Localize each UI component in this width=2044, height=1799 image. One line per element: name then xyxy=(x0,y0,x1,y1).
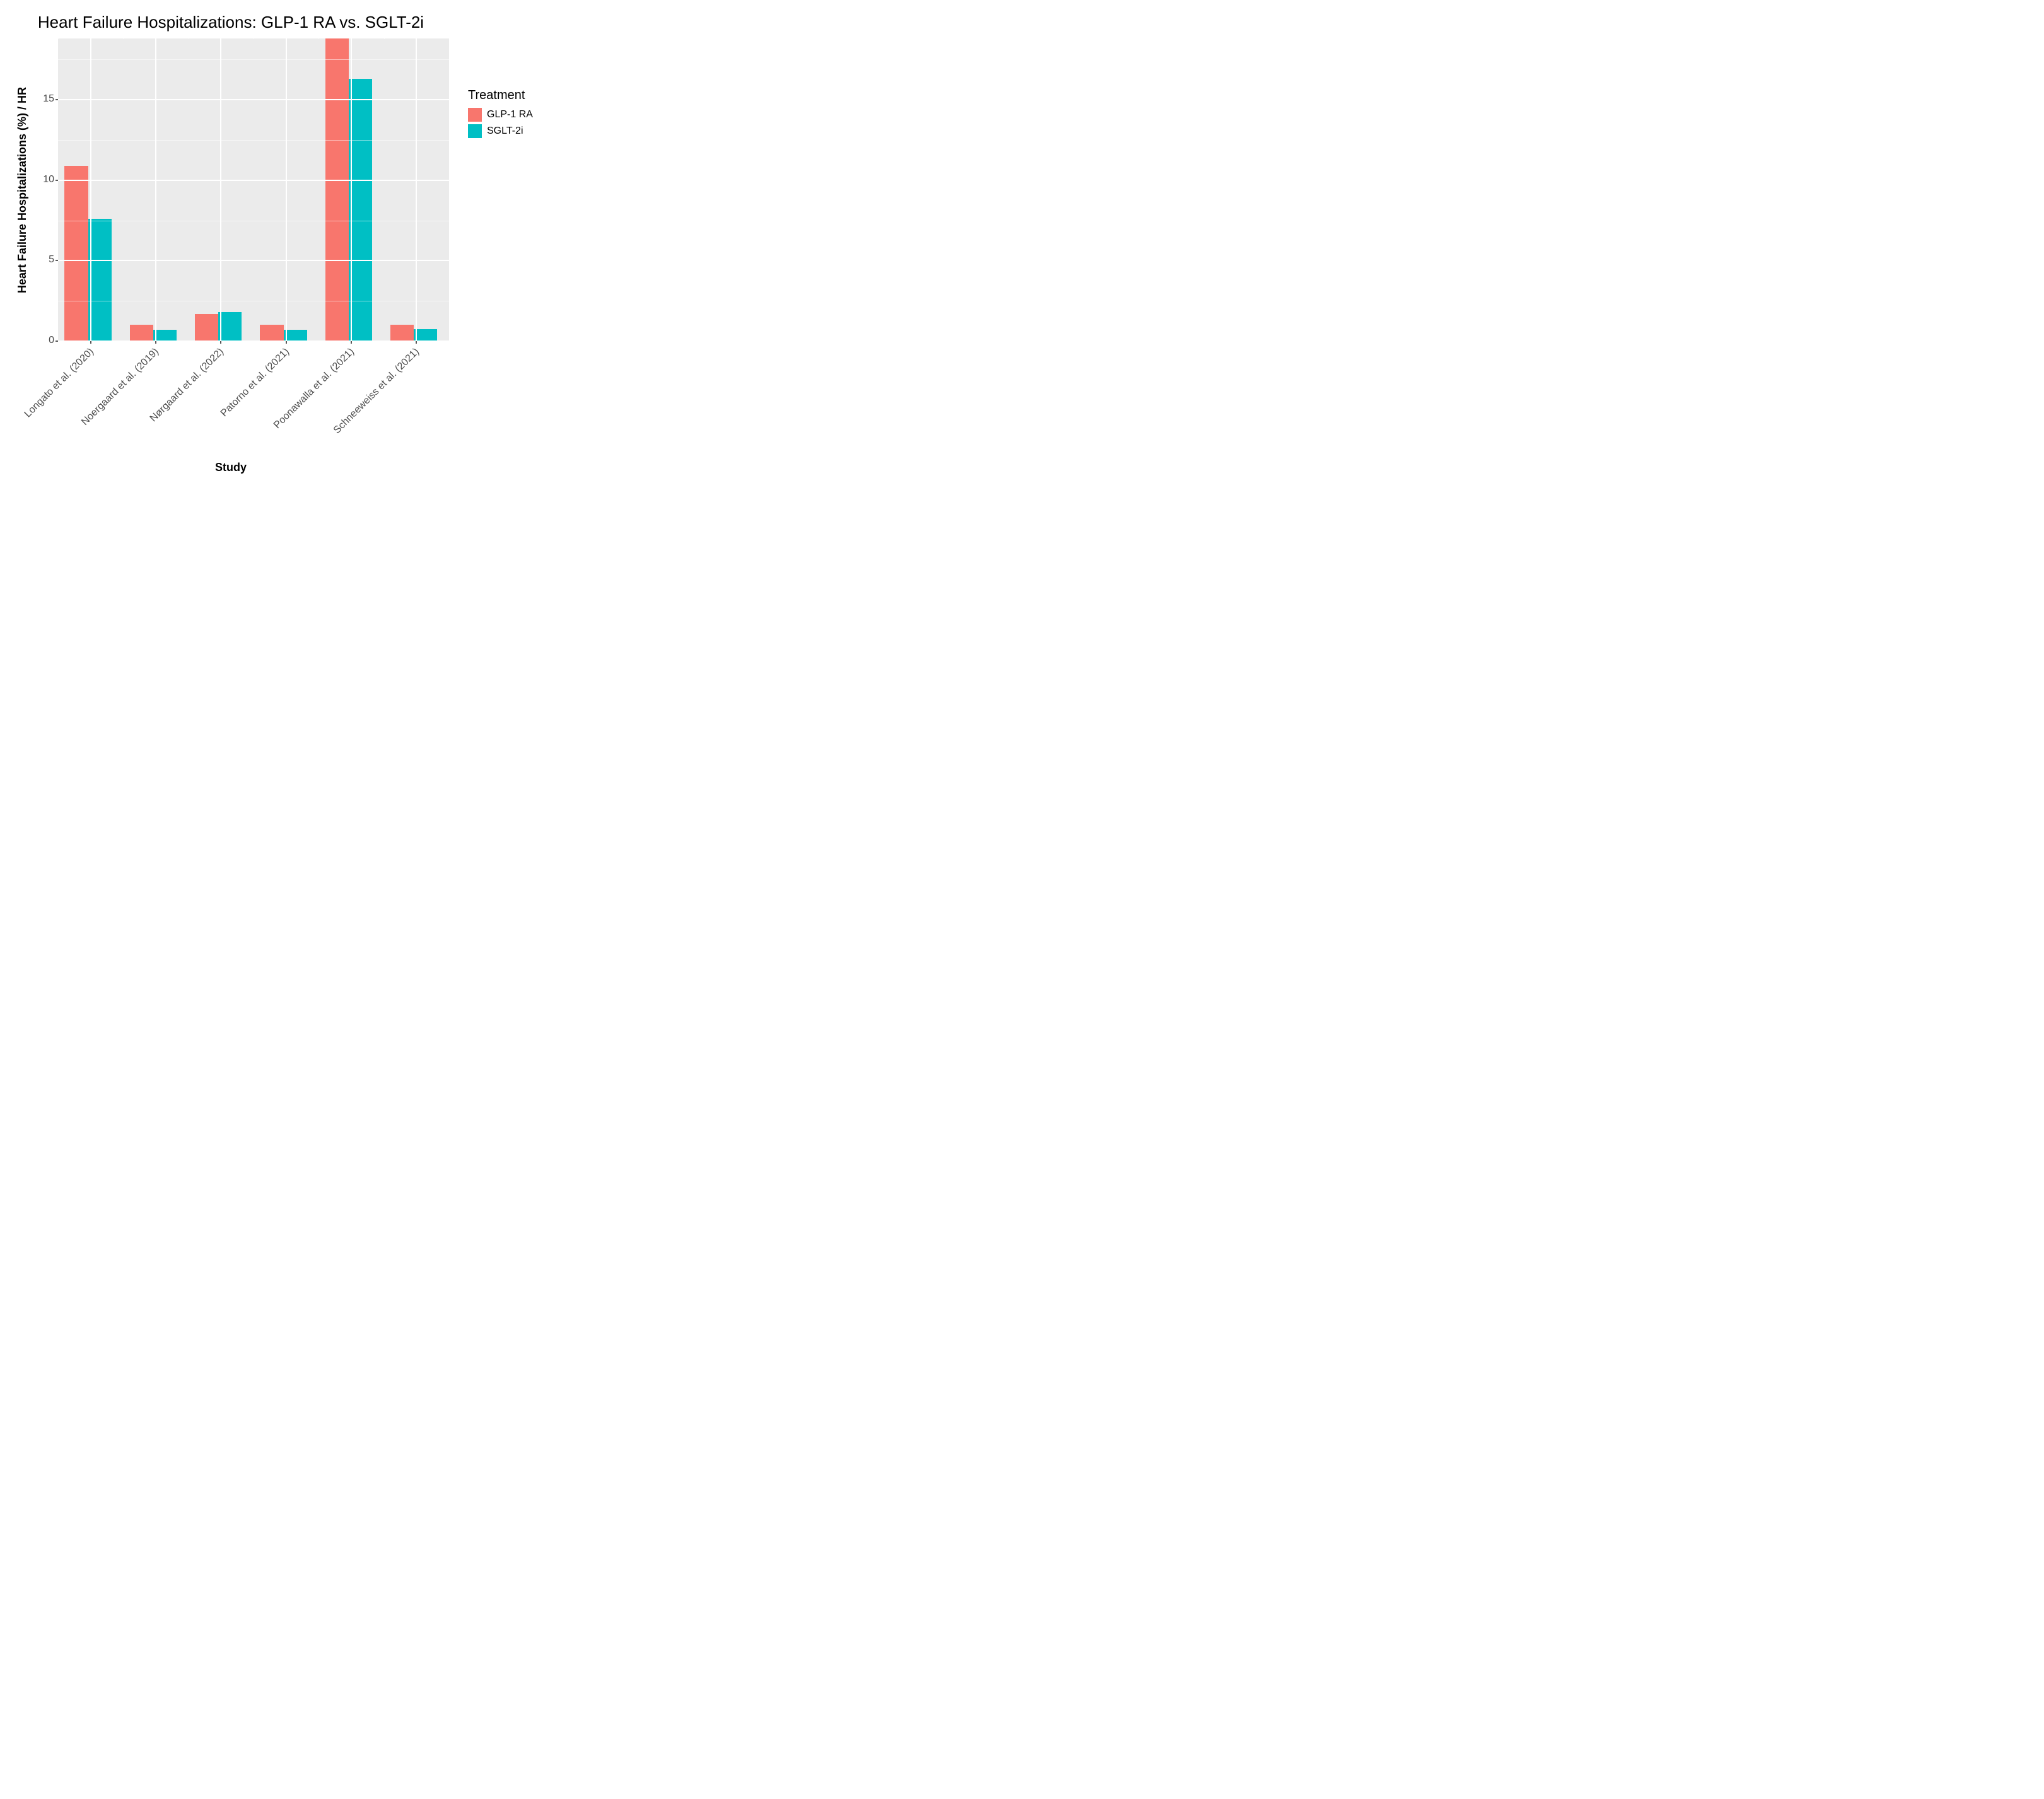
y-tick-label: 10 xyxy=(43,174,54,185)
y-tick-label: 5 xyxy=(49,254,54,265)
bar xyxy=(88,219,112,341)
bar xyxy=(284,330,307,341)
bar xyxy=(153,330,177,341)
x-axis-label: Study xyxy=(215,461,247,474)
legend-label: GLP-1 RA xyxy=(487,109,533,120)
gridline-h xyxy=(58,99,449,100)
x-tick-label: Nørgaard et al. (2022) xyxy=(148,346,226,424)
legend-item: GLP-1 RA xyxy=(468,108,533,122)
y-axis: 051015 xyxy=(33,38,58,341)
gridline-h xyxy=(58,260,449,261)
legend-item: SGLT-2i xyxy=(468,124,533,138)
bar xyxy=(390,325,414,341)
gridline-h-minor xyxy=(58,140,449,141)
bar xyxy=(130,325,153,341)
x-tick-label: Patorno et al. (2021) xyxy=(219,346,292,419)
gridline-v-minor xyxy=(384,38,385,39)
gridline-v-minor xyxy=(123,38,124,39)
gridline-v xyxy=(90,38,91,341)
y-axis-label: Heart Failure Hospitalizations (%) / HR xyxy=(16,86,30,293)
gridline-v xyxy=(286,38,287,341)
legend-items: GLP-1 RA SGLT-2i xyxy=(468,108,533,138)
bar xyxy=(349,79,372,341)
x-axis: Longato et al. (2020)Noergaard et al. (2… xyxy=(58,341,449,461)
bar xyxy=(195,314,218,341)
chart-container: Heart Failure Hospitalizations: GLP-1 RA… xyxy=(13,13,2031,474)
y-tick-label: 15 xyxy=(43,93,54,105)
gridline-v xyxy=(351,38,352,341)
bar xyxy=(325,38,349,341)
gridline-h xyxy=(58,180,449,181)
x-axis-row: Longato et al. (2020)Noergaard et al. (2… xyxy=(13,341,449,461)
legend-swatch xyxy=(468,108,482,122)
bar xyxy=(414,329,437,341)
bar xyxy=(64,166,88,341)
chart-title: Heart Failure Hospitalizations: GLP-1 RA… xyxy=(38,13,424,32)
legend-label: SGLT-2i xyxy=(487,125,523,137)
plot-panel xyxy=(58,38,449,341)
bar xyxy=(260,325,283,341)
gridline-h-minor xyxy=(58,59,449,60)
gridline-v xyxy=(416,38,417,341)
gridline-v-minor xyxy=(58,38,59,39)
bars-layer xyxy=(58,38,449,341)
legend-title: Treatment xyxy=(468,88,533,103)
y-tick-label: 0 xyxy=(49,335,54,346)
chart-main-column: Heart Failure Hospitalizations: GLP-1 RA… xyxy=(13,13,449,474)
gridline-v xyxy=(220,38,221,341)
legend: Treatment GLP-1 RA SGLT-2i xyxy=(468,88,533,138)
legend-swatch xyxy=(468,124,482,138)
bar xyxy=(218,312,242,341)
gridline-v xyxy=(155,38,156,341)
plot-row: Heart Failure Hospitalizations (%) / HR … xyxy=(13,38,449,341)
y-axis-label-wrap: Heart Failure Hospitalizations (%) / HR xyxy=(13,38,33,341)
gridline-v-minor xyxy=(318,38,319,39)
